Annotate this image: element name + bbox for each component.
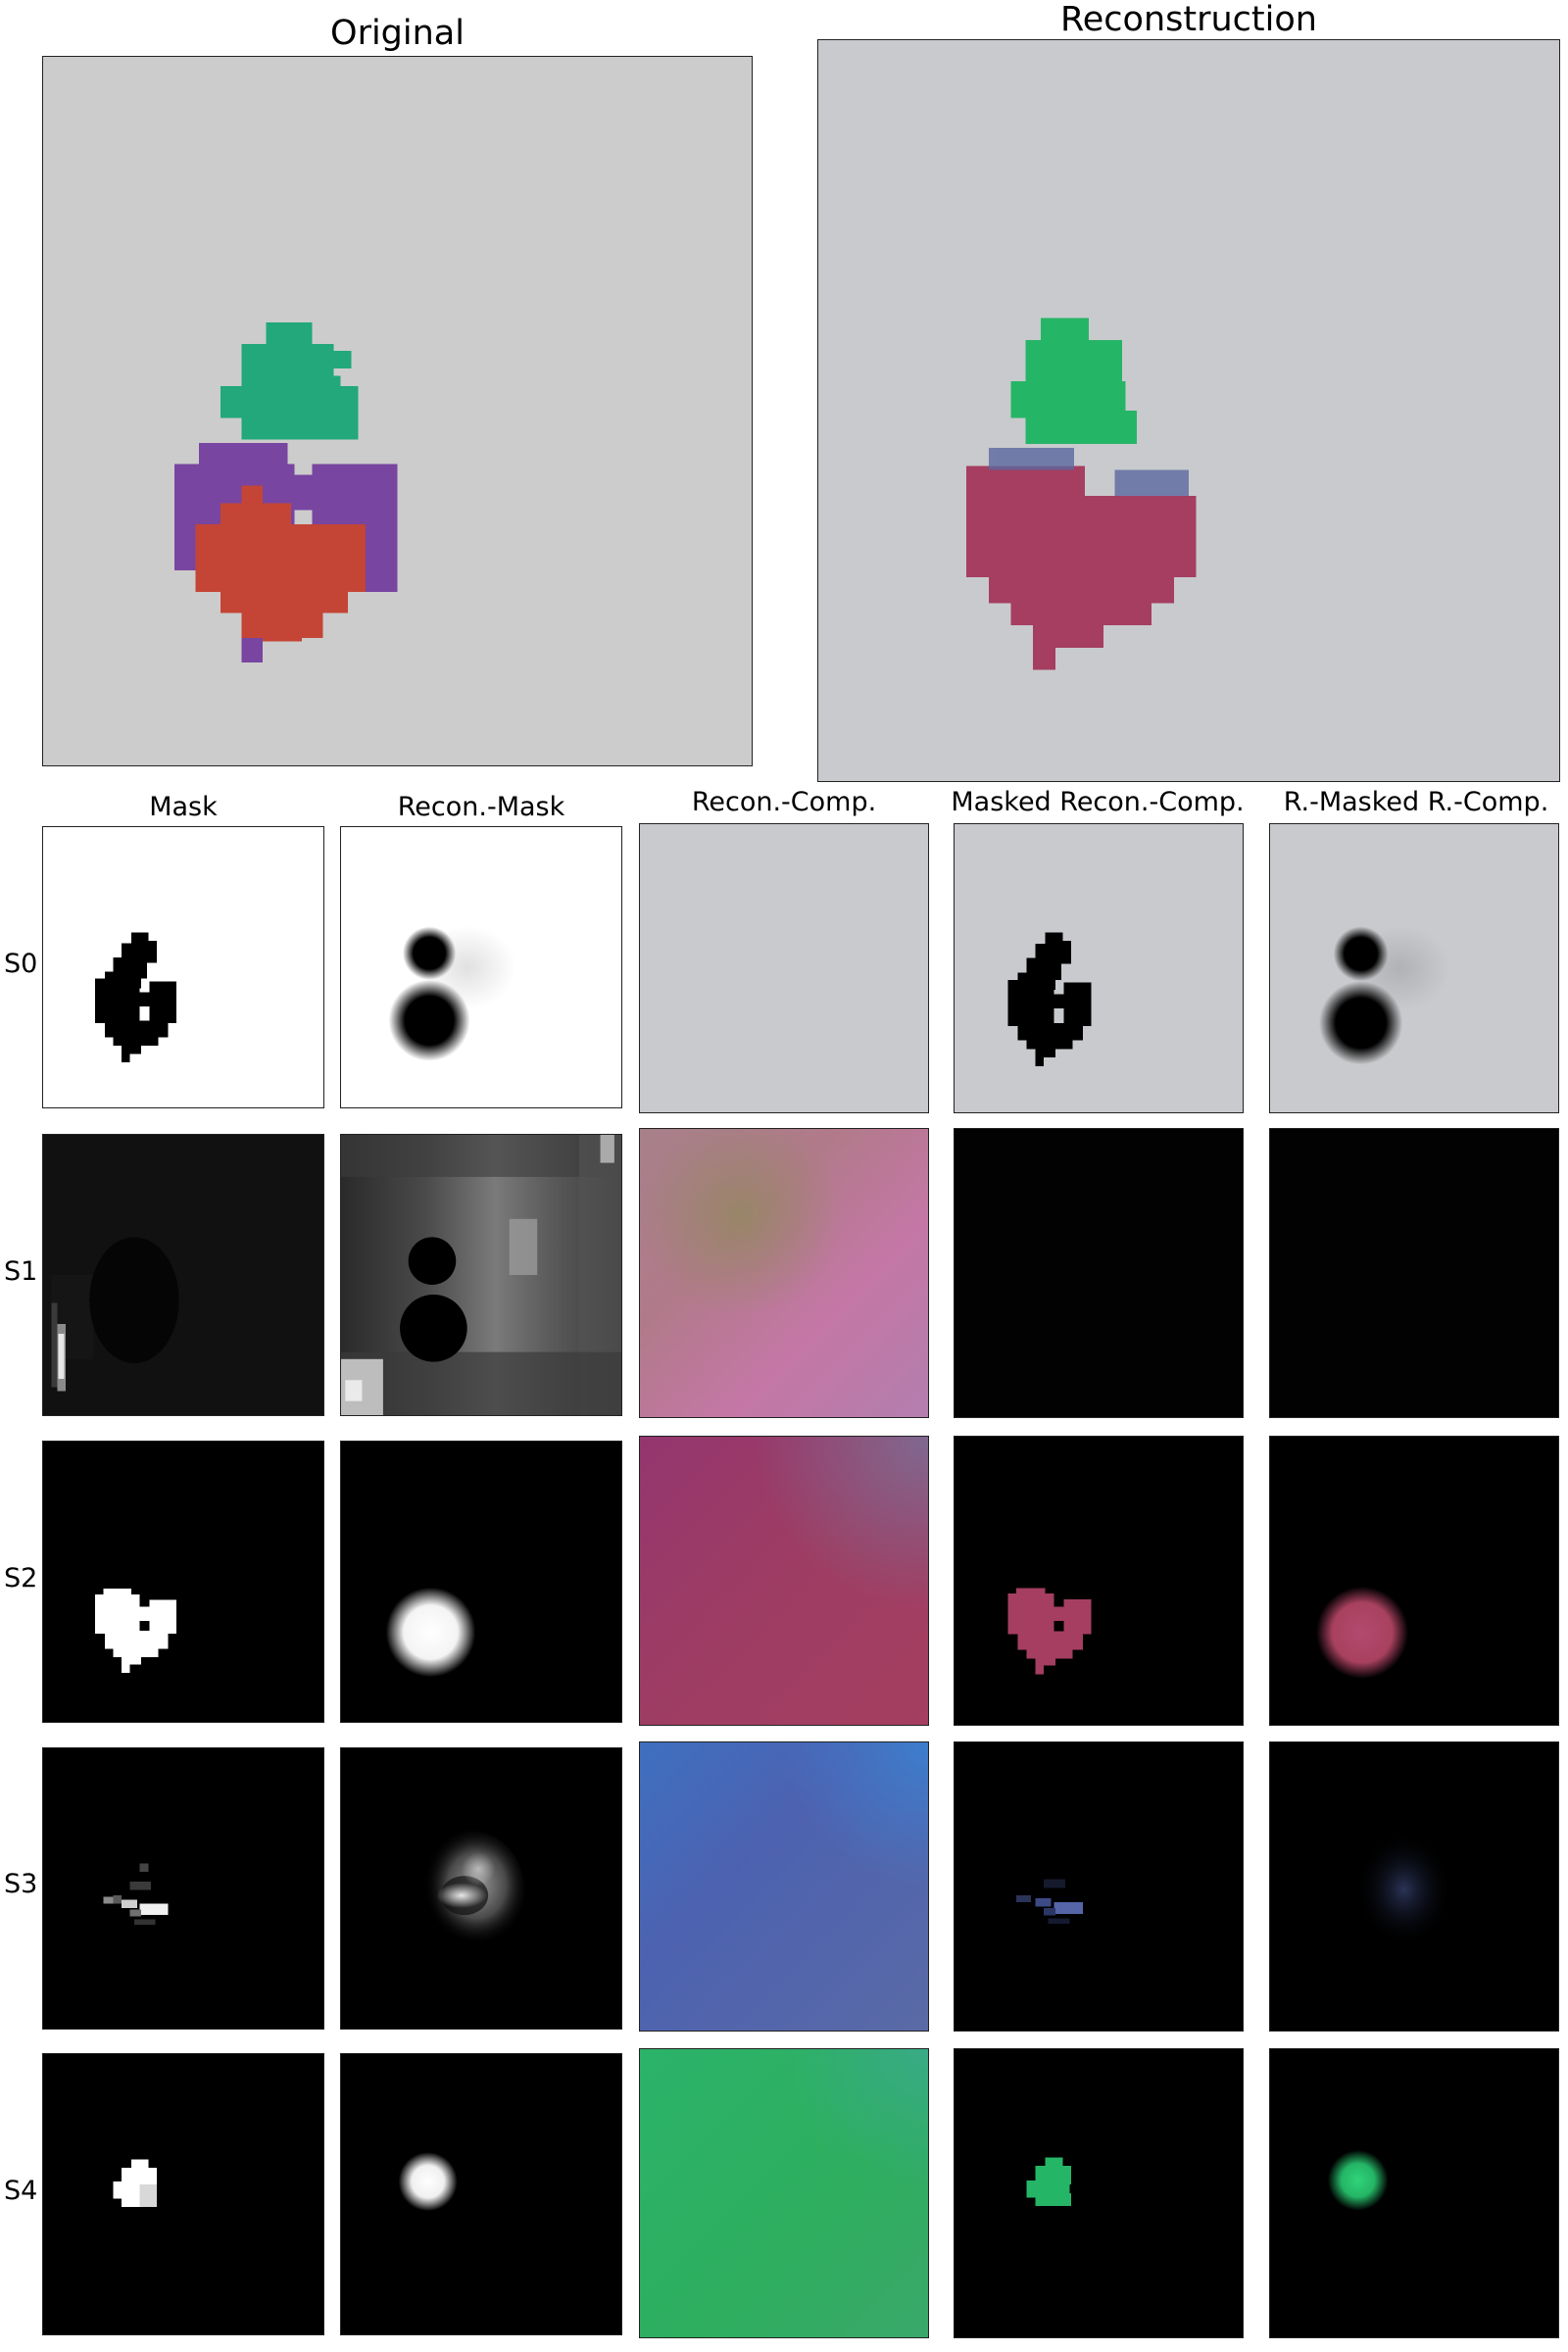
s2-mask [42,1441,324,1723]
s4-r-masked-r-comp [1269,2048,1559,2338]
s3-r-masked-r-comp [1269,1741,1559,2032]
original-red-object [195,485,366,642]
reconstruction-title: Reconstruction [1060,0,1317,39]
s1-recon-mask [340,1134,622,1416]
col-title-recon-comp: Recon.-Comp. [691,787,877,817]
s2-r-masked-r-comp [1269,1436,1559,1726]
s1-mask [42,1134,324,1416]
original-image [42,56,753,766]
s2-masked-recon-comp [954,1436,1244,1726]
s4-recon-mask [340,2053,622,2335]
original-background [43,57,752,765]
s4-mask [42,2053,324,2335]
reconstruction-red-object [966,466,1197,670]
col-title-mask: Mask [149,792,218,822]
s1-r-masked-r-comp [1269,1128,1559,1418]
row-label-s0: S0 [4,949,38,979]
col-title-masked-recon-comp: Masked Recon.-Comp. [951,787,1245,817]
s2-recon-mask [340,1441,622,1723]
s4-masked-recon-comp [954,2048,1244,2338]
s1-masked-recon-comp [954,1128,1244,1418]
reconstruction-image [817,39,1560,782]
reconstruction-green-object [1010,318,1138,445]
row-label-s2: S2 [4,1563,38,1593]
s3-recon-mask [340,1747,622,2030]
original-title: Original [330,14,465,53]
s0-recon-comp [639,823,929,1113]
row-label-s4: S4 [4,2176,38,2206]
s3-recon-comp [639,1741,929,2032]
s3-masked-recon-comp [954,1741,1244,2032]
col-title-r-masked-r-comp: R.-Masked R.-Comp. [1283,787,1549,817]
original-green-object [220,322,359,440]
s3-mask [42,1747,324,2030]
s4-recon-comp [639,2048,929,2338]
reconstruction-blue-tint [988,447,1189,496]
row-label-s3: S3 [4,1869,38,1899]
reconstruction-background [818,40,1559,781]
s1-recon-comp [639,1128,929,1418]
s2-recon-comp [639,1436,929,1726]
s0-masked-recon-comp [954,823,1244,1113]
row-label-s1: S1 [4,1256,38,1287]
s0-mask [42,826,324,1108]
col-title-recon-mask: Recon.-Mask [397,792,565,822]
s0-r-masked-r-comp [1269,823,1559,1113]
s0-recon-mask [340,826,622,1108]
